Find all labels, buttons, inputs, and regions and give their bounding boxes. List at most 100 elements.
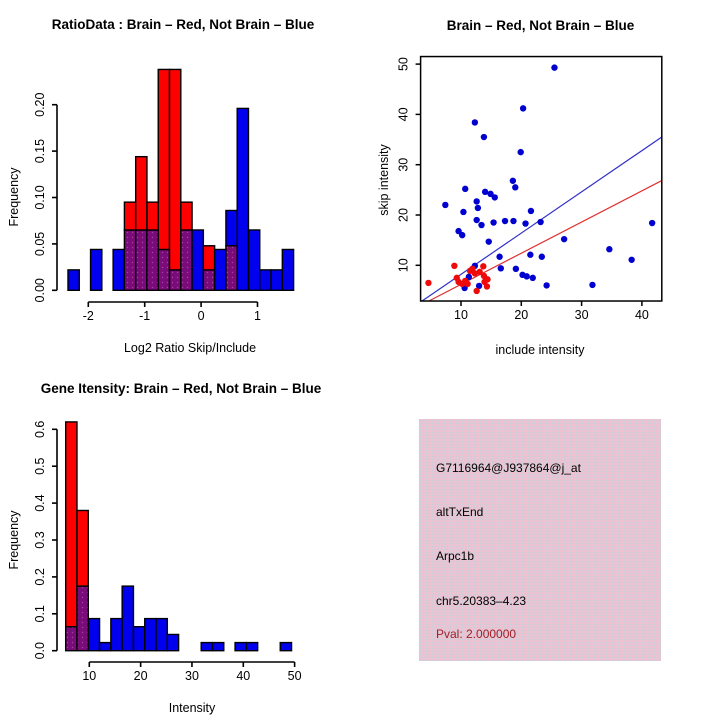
scatter-point-blue — [510, 217, 517, 225]
gene-histogram-ylabel: Frequency — [7, 510, 21, 570]
scatter-point-red — [425, 279, 432, 287]
scatter-point-blue — [512, 184, 519, 191]
y-tick-label: 0.5 — [33, 457, 47, 474]
hist-bar-red — [76, 509, 89, 587]
scatter-point-blue — [529, 274, 536, 282]
scatter-point-blue — [519, 105, 527, 112]
hist-bars — [64, 421, 293, 652]
scatter-xlabel: include intensity — [495, 343, 585, 357]
x-tick-label: -2 — [83, 309, 94, 323]
hist-bar-blue — [236, 107, 250, 292]
hist-bar-blue — [87, 617, 101, 652]
scatter-point-blue — [471, 119, 479, 126]
axes — [415, 55, 663, 307]
scatter-point-blue — [648, 219, 656, 227]
scatter-point-red — [480, 263, 487, 270]
hist-bar-blue — [89, 248, 103, 292]
info-panel: G7116964@J937864@j_at altTxEnd Arpc1b ch… — [419, 419, 661, 661]
scatter-point-red — [451, 262, 458, 270]
scatter-point-blue — [538, 253, 546, 260]
scatter-point-red — [476, 268, 483, 276]
scatter-point-blue — [459, 231, 466, 239]
ratio-histogram: -2 -1 0 1 0.00 0.05 0.10 0.15 0.20 — [33, 68, 295, 323]
scatter-point-blue — [490, 219, 497, 226]
hist-bar-red — [64, 421, 78, 628]
scatter-point-blue — [512, 265, 520, 273]
scatter-point-blue — [606, 246, 613, 253]
hist-bar-blue — [110, 617, 123, 652]
scatter-point-blue — [473, 198, 480, 205]
scatter-point-blue — [442, 201, 449, 209]
scatter-point-blue — [589, 281, 596, 289]
scatter-point-red — [464, 280, 471, 288]
y-tick-label: 0.3 — [33, 531, 47, 548]
scatter-title: Brain – Red, Not Brain – Blue — [446, 18, 635, 33]
hist-bar-blue — [234, 641, 248, 652]
scatter-point-blue — [551, 64, 558, 71]
scatter-point-blue — [628, 256, 635, 263]
scatter-point-blue — [501, 217, 509, 225]
hist-bar-red — [146, 201, 159, 231]
scatter-point-blue — [517, 148, 524, 156]
scatter-point-blue — [473, 216, 480, 224]
y-tick-label: 40 — [397, 107, 411, 121]
scatter-ylabel: skip intensity — [377, 144, 391, 216]
plot-box — [419, 55, 663, 302]
scatter-point-blue — [527, 251, 534, 258]
y-tick-label: 10 — [397, 258, 411, 272]
scatter-point-blue — [487, 190, 494, 198]
hist-bar-blue — [144, 617, 157, 652]
x-tick-label: 30 — [575, 308, 589, 322]
y-tick-label: 20 — [397, 208, 411, 222]
hist-bar-blue — [247, 229, 261, 291]
x-tick-label: 10 — [454, 308, 468, 322]
event-type-text: altTxEnd — [436, 505, 484, 519]
hist-bar-blue — [155, 617, 169, 652]
hist-bar-red — [134, 155, 148, 231]
x-tick-label: 10 — [82, 669, 96, 683]
pval-text: Pval: 2.000000 — [436, 627, 517, 641]
y-tick-label: 50 — [397, 57, 411, 71]
hist-bar-red — [202, 245, 216, 271]
scatter-point-blue — [560, 235, 568, 243]
y-tick-label: 0.0 — [33, 642, 47, 659]
hist-bar-overlap — [157, 248, 171, 292]
scatter-point-blue — [509, 177, 517, 184]
ratio-histogram-title: RatioData : Brain – Red, Not Brain – Blu… — [51, 17, 315, 32]
probe-id-text: G7116964@J937864@j_at — [436, 461, 581, 475]
hist-bar-red — [168, 68, 182, 271]
x-tick-label: 0 — [198, 309, 205, 323]
x-tick-label: 30 — [185, 669, 199, 683]
hist-bar-overlap — [202, 269, 216, 292]
locus-text: chr5.20383–4.23 — [436, 594, 527, 608]
hist-bar-red — [157, 68, 171, 251]
scatter-point-blue — [480, 133, 488, 141]
y-tick-label: 0.1 — [33, 605, 47, 622]
x-tick-label: 1 — [254, 309, 261, 323]
hist-bar-overlap — [225, 245, 238, 291]
hist-bar-blue — [67, 269, 80, 292]
y-tick-label: 0.15 — [33, 139, 47, 163]
y-tick-label: 0.00 — [33, 278, 47, 302]
y-tick-label: 30 — [397, 158, 411, 172]
axes — [52, 103, 259, 307]
scatter-point-blue — [497, 265, 504, 272]
hist-bar-blue — [98, 641, 112, 652]
hist-bar-blue — [166, 633, 180, 652]
hist-bar-overlap — [64, 626, 78, 652]
hist-bar-blue — [211, 641, 225, 652]
hist-bar-blue — [225, 209, 238, 247]
hist-bar-red — [180, 201, 193, 231]
y-tick-label: 0.10 — [33, 185, 47, 209]
y-tick-label: 0.4 — [33, 494, 47, 511]
hist-bar-blue — [245, 641, 259, 652]
x-tick-label: 20 — [134, 669, 148, 683]
y-tick-label: 0.6 — [33, 421, 47, 438]
gene-intensity-histogram: 10 20 30 40 50 0.0 0.1 0.2 0.3 0.4 0.5 0.6 — [33, 421, 302, 683]
x-tick-label: -1 — [139, 309, 150, 323]
scatter-points — [425, 64, 656, 295]
scatter-point-blue — [475, 282, 483, 290]
scatter-point-red — [484, 276, 491, 283]
hist-bar-overlap — [76, 585, 89, 652]
